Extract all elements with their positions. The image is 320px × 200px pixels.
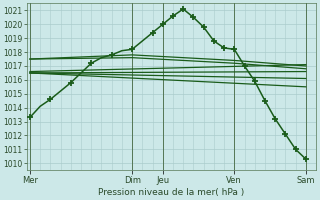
X-axis label: Pression niveau de la mer( hPa ): Pression niveau de la mer( hPa ) xyxy=(98,188,244,197)
